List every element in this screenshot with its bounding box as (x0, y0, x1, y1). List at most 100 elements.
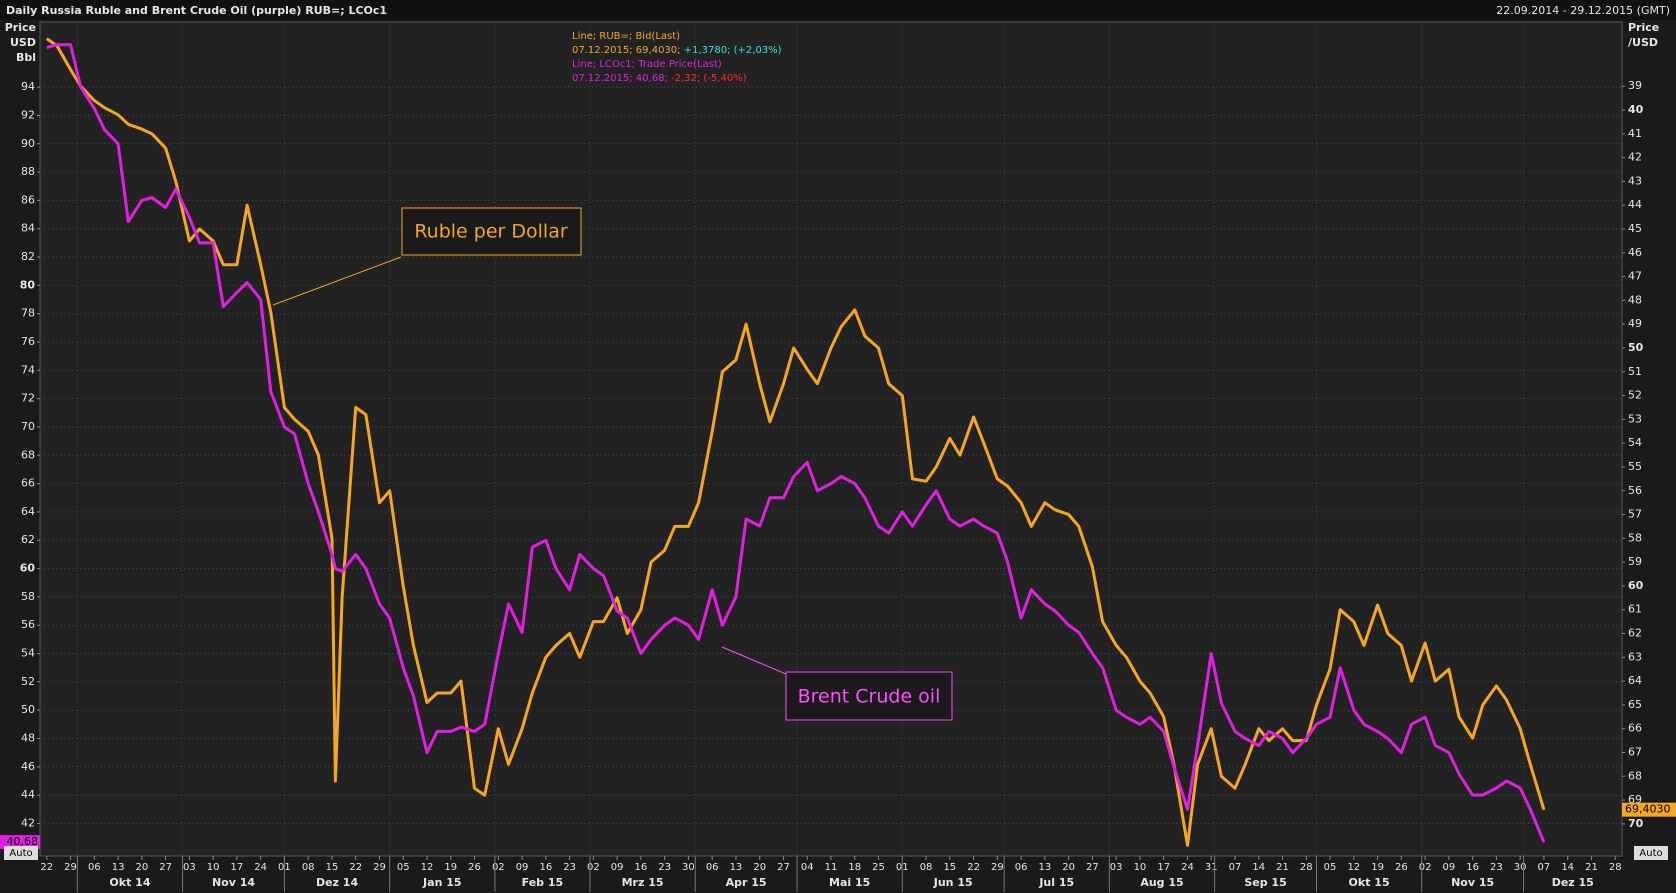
y-tick-label: 82 (21, 250, 35, 263)
legend-value-text: 07.12.2015; 40,68; (572, 73, 668, 84)
x-tick-label: 22 (40, 862, 53, 873)
y2-tick-label: 43 (1628, 174, 1642, 187)
y2-tick-label: 62 (1628, 627, 1642, 640)
x-tick-label: 22 (349, 862, 362, 873)
x-tick-label: 26 (1395, 862, 1408, 873)
last-value-tag (1622, 802, 1676, 817)
y-label: USD (10, 36, 36, 49)
y-tick-label: 60 (20, 562, 36, 575)
legend-change: -2,32; (-5,40%) (671, 73, 747, 84)
y2-tick-label: 61 (1628, 603, 1642, 616)
x-tick-label: 18 (848, 862, 861, 873)
x-tick-label: 27 (1086, 862, 1099, 873)
annotation-text: Ruble per Dollar (414, 221, 568, 243)
x-tick-label: 21 (1276, 862, 1289, 873)
x-tick-label: 19 (444, 862, 457, 873)
x-tick-label: 03 (183, 862, 196, 873)
tags: 69,4030 40,68 (0, 802, 1676, 850)
x-tick-label: 16 (539, 862, 552, 873)
x-tick-label: 25 (872, 862, 885, 873)
legend-value: 07.12.2015; 40,68; -2,32; (-5,40%) (572, 73, 747, 84)
x-tick-label: 06 (706, 862, 719, 873)
month-label: Jan 15 (422, 876, 461, 889)
x-tick-label: 23 (563, 862, 576, 873)
y2-tick-label: 56 (1628, 484, 1642, 497)
x-tick-label: 05 (1324, 862, 1337, 873)
y2-tick-label: 50 (1628, 341, 1644, 354)
x-tick-label: 07 (1538, 862, 1551, 873)
y-tick-label: 52 (21, 675, 35, 688)
x-tick-label: 02 (492, 862, 505, 873)
y2-tick-label: 51 (1628, 365, 1642, 378)
month-label: Nov 15 (1451, 876, 1494, 889)
x-tick-label: 14 (1561, 862, 1574, 873)
y2-tick-label: 67 (1628, 745, 1642, 758)
y2-tick-label: 54 (1628, 436, 1642, 449)
y-tick-label: 46 (21, 760, 35, 773)
month-label: Okt 15 (1349, 876, 1390, 889)
y-tick-label: 90 (21, 137, 35, 150)
y2-label: Price (1628, 21, 1659, 34)
x-tick-label: 21 (1585, 862, 1598, 873)
x-tick-label: 12 (1347, 862, 1360, 873)
x-tick-label: 04 (801, 862, 814, 873)
y2-tick-label: 42 (1628, 151, 1642, 164)
x-tick-label: 29 (373, 862, 386, 873)
y2-tick-label: 60 (1628, 579, 1644, 592)
month-label: Nov 14 (212, 876, 255, 889)
month-label: Aug 15 (1140, 876, 1183, 889)
auto-button[interactable] (1634, 846, 1668, 860)
y2-tick-label: 64 (1628, 674, 1642, 687)
x-tick-label: 03 (1110, 862, 1123, 873)
y-tick-label: 88 (21, 165, 35, 178)
month-label: Feb 15 (522, 876, 564, 889)
legend-header: Line; RUB=; Bid(Last) (572, 31, 680, 42)
month-label: Mai 15 (829, 876, 870, 889)
y-tick-label: 76 (21, 335, 35, 348)
y2-tick-label: 39 (1628, 79, 1642, 92)
x-tick-label: 30 (1514, 862, 1527, 873)
x-tick-label: 15 (326, 862, 339, 873)
y-tick-label: 56 (21, 618, 35, 631)
y-tick-label: 66 (21, 477, 35, 490)
auto-button-label[interactable]: Auto (1639, 848, 1662, 859)
y2-tick-label: 59 (1628, 555, 1642, 568)
series-line (45, 37, 1546, 847)
y-tick-label: 68 (21, 448, 35, 461)
x-tick-label: 10 (1134, 862, 1147, 873)
x-tick-label: 13 (730, 862, 743, 873)
annotation-text: Brent Crude oil (798, 686, 941, 708)
y2-label: /USD (1628, 36, 1658, 49)
x-tick-label: 27 (777, 862, 790, 873)
plot-area (39, 21, 1623, 857)
y-tick-label: 78 (21, 307, 35, 320)
y-tick-label: 86 (21, 193, 35, 206)
month-label: Mrz 15 (622, 876, 664, 889)
x-tick-label: 22 (967, 862, 980, 873)
auto-button-label[interactable]: Auto (9, 848, 32, 859)
y-tick-label: 50 (21, 703, 35, 716)
date-range: 22.09.2014 - 29.12.2015 (GMT) (1496, 4, 1670, 17)
y2-tick-label: 55 (1628, 460, 1642, 473)
x-tick-label: 07 (1229, 862, 1242, 873)
month-label: Sep 15 (1244, 876, 1286, 889)
month-label: Apr 15 (726, 876, 767, 889)
last-value-tag (0, 835, 40, 850)
x-tick-label: 20 (135, 862, 148, 873)
x-tick-label: 09 (611, 862, 624, 873)
x-tick-label: 06 (1015, 862, 1028, 873)
y-tick-label: 74 (21, 363, 35, 376)
y-tick-label: 54 (21, 647, 35, 660)
y-tick-label: 64 (21, 505, 35, 518)
x-tick-label: 17 (1157, 862, 1170, 873)
x-tick-label: 11 (825, 862, 838, 873)
legend-header: Line; LCOc1; Trade Price(Last) (572, 59, 722, 70)
x-tick-label: 24 (1181, 862, 1194, 873)
x-tick-label: 24 (254, 862, 267, 873)
auto-button[interactable] (4, 846, 38, 860)
x-tick-label: 08 (920, 862, 933, 873)
x-tick-label: 27 (159, 862, 172, 873)
x-tick-label: 05 (397, 862, 410, 873)
x-tick-label: 02 (587, 862, 600, 873)
y-tick-label: 72 (21, 392, 35, 405)
